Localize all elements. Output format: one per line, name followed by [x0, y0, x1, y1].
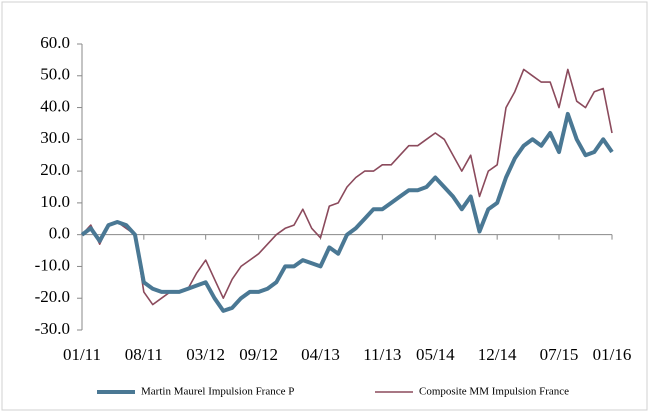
- x-tick-label: 05/14: [416, 345, 455, 364]
- y-tick-label: 0.0: [49, 224, 70, 243]
- legend-label: Composite MM Impulsion France: [419, 386, 569, 398]
- series-line: [80, 111, 614, 313]
- x-tick-label: 03/12: [186, 345, 225, 364]
- y-tick-label: -30.0: [35, 319, 70, 338]
- legend-label: Martin Maurel Impulsion France P: [141, 386, 294, 398]
- y-tick-label: 40.0: [40, 96, 70, 115]
- x-tick-label: 08/11: [125, 345, 163, 364]
- x-tick-label: 09/12: [239, 345, 278, 364]
- y-tick-label: 30.0: [40, 128, 70, 147]
- y-tick-label: -20.0: [35, 287, 70, 306]
- x-tick-label: 07/15: [540, 345, 579, 364]
- x-tick-label: 04/13: [301, 345, 340, 364]
- x-tick-label: 01/16: [593, 345, 632, 364]
- x-tick-label: 01/11: [63, 345, 101, 364]
- x-tick-label: 12/14: [478, 345, 517, 364]
- x-tick-label: 11/13: [363, 345, 401, 364]
- y-tick-label: -10.0: [35, 255, 70, 274]
- y-tick-label: 20.0: [40, 160, 70, 179]
- y-tick-label: 10.0: [40, 192, 70, 211]
- chart-border: [1, 1, 648, 411]
- y-tick-label: 50.0: [40, 65, 70, 84]
- y-tick-label: 60.0: [40, 33, 70, 52]
- series-line: [81, 68, 613, 306]
